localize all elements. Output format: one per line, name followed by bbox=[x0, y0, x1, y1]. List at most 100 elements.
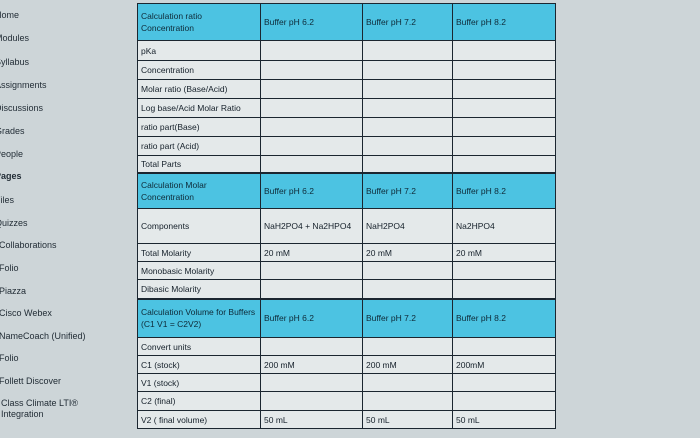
table-row: Log base/Acid Molar Ratio bbox=[137, 98, 556, 118]
nav-item-folio[interactable]: Folio bbox=[0, 263, 19, 273]
section-header-row: Calculation Volume for Buffers (C1 V1 = … bbox=[137, 297, 556, 338]
column-header: Buffer pH 7.2 bbox=[362, 297, 453, 338]
table-cell[interactable]: 50 mL bbox=[452, 410, 556, 429]
nav-item-class-climate-lti-integration[interactable]: Class Climate LTI® Integration bbox=[1, 398, 78, 419]
table-cell[interactable] bbox=[362, 136, 453, 156]
buffer-calculation-table: Calculation ratio Concentration Buffer pH… bbox=[137, 3, 556, 429]
table-cell[interactable] bbox=[362, 60, 453, 80]
table-cell[interactable] bbox=[452, 136, 556, 156]
table-row: V2 ( final volume) 50 mL 50 mL 50 mL bbox=[137, 410, 556, 429]
table-cell[interactable] bbox=[260, 136, 363, 156]
table-row: Monobasic Molarity bbox=[137, 261, 556, 280]
table-cell[interactable] bbox=[362, 98, 453, 118]
nav-item-piazza[interactable]: Piazza bbox=[0, 286, 27, 296]
table-cell[interactable] bbox=[362, 373, 453, 392]
table-row: pKa bbox=[137, 40, 556, 61]
nav-item-pages[interactable]: Pages bbox=[0, 171, 22, 181]
table-row: Molar ratio (Base/Acid) bbox=[137, 79, 556, 99]
table-cell[interactable] bbox=[452, 117, 556, 137]
table-cell[interactable]: 200 mM bbox=[260, 355, 363, 374]
column-header: Buffer pH 6.2 bbox=[260, 3, 363, 41]
table-cell[interactable] bbox=[362, 391, 453, 411]
table-cell[interactable] bbox=[260, 391, 363, 411]
section-title: Calculation ratio Concentration bbox=[137, 3, 261, 41]
nav-item-cisco-webex[interactable]: Cisco Webex bbox=[0, 308, 52, 318]
table-cell[interactable]: 50 mL bbox=[260, 410, 363, 429]
nav-item-people[interactable]: People bbox=[0, 149, 24, 159]
table-cell[interactable]: Na2HPO4 bbox=[452, 208, 556, 244]
row-label: V1 (stock) bbox=[137, 373, 261, 392]
table-cell[interactable] bbox=[260, 117, 363, 137]
table-row: Total Parts bbox=[137, 155, 556, 173]
nav-item-assignments[interactable]: Assignments bbox=[0, 80, 47, 90]
table-cell[interactable] bbox=[362, 337, 453, 356]
table-cell[interactable] bbox=[452, 373, 556, 392]
table-row: Total Molarity 20 mM 20 mM 20 mM bbox=[137, 243, 556, 262]
nav-item-follett-discover[interactable]: Follett Discover bbox=[0, 376, 62, 386]
table-cell[interactable] bbox=[452, 261, 556, 280]
table-cell[interactable] bbox=[452, 40, 556, 61]
table-cell[interactable] bbox=[260, 79, 363, 99]
nav-item-folio[interactable]: Folio bbox=[0, 353, 19, 363]
table-cell[interactable] bbox=[452, 391, 556, 411]
table-cell[interactable] bbox=[362, 117, 453, 137]
table-cell[interactable] bbox=[260, 98, 363, 118]
table-cell[interactable] bbox=[362, 279, 453, 299]
table-row: V1 (stock) bbox=[137, 373, 556, 392]
table-cell[interactable] bbox=[260, 261, 363, 280]
nav-item-namecoach-unified[interactable]: NameCoach (Unified) bbox=[0, 331, 86, 341]
nav-item-files[interactable]: Files bbox=[0, 195, 15, 205]
table-cell[interactable] bbox=[260, 155, 363, 173]
table-row: C1 (stock) 200 mM 200 mM 200mM bbox=[137, 355, 556, 374]
table-cell[interactable] bbox=[260, 40, 363, 61]
nav-item-quizzes[interactable]: Quizzes bbox=[0, 218, 28, 228]
nav-item-discussions[interactable]: Discussions bbox=[0, 103, 44, 113]
row-label: Total Parts bbox=[137, 155, 261, 173]
table-cell[interactable] bbox=[452, 60, 556, 80]
table-row: C2 (final) bbox=[137, 391, 556, 411]
table-cell[interactable] bbox=[260, 279, 363, 299]
row-label: Dibasic Molarity bbox=[137, 279, 261, 299]
table-cell[interactable] bbox=[260, 373, 363, 392]
course-navigation: Home Modules Syllabus Assignments Discussion… bbox=[0, 0, 135, 438]
column-header: Buffer pH 8.2 bbox=[452, 171, 556, 209]
table-cell[interactable]: 20 mM bbox=[452, 243, 556, 262]
table-cell[interactable]: 200mM bbox=[452, 355, 556, 374]
row-label: Concentration bbox=[137, 60, 261, 80]
table-cell[interactable] bbox=[452, 155, 556, 173]
row-label: Components bbox=[137, 208, 261, 244]
table-cell[interactable] bbox=[452, 279, 556, 299]
table-cell[interactable] bbox=[362, 40, 453, 61]
table-row: Concentration bbox=[137, 60, 556, 80]
table-cell[interactable] bbox=[362, 155, 453, 173]
row-label: C1 (stock) bbox=[137, 355, 261, 374]
column-header: Buffer pH 6.2 bbox=[260, 171, 363, 209]
nav-item-syllabus[interactable]: Syllabus bbox=[0, 57, 30, 67]
table-cell[interactable]: 200 mM bbox=[362, 355, 453, 374]
table-cell[interactable]: NaH2PO4 + Na2HPO4 bbox=[260, 208, 363, 244]
row-label: Molar ratio (Base/Acid) bbox=[137, 79, 261, 99]
table-cell[interactable]: 20 mM bbox=[362, 243, 453, 262]
table-cell[interactable] bbox=[362, 79, 453, 99]
row-label: Total Molarity bbox=[137, 243, 261, 262]
section-title: Calculation Volume for Buffers (C1 V1 = … bbox=[137, 297, 261, 338]
table-cell[interactable] bbox=[260, 60, 363, 80]
nav-item-grades[interactable]: Grades bbox=[0, 126, 25, 136]
nav-item-collaborations[interactable]: Collaborations bbox=[0, 240, 57, 250]
table-row: ratio part(Base) bbox=[137, 117, 556, 137]
table-cell[interactable]: 20 mM bbox=[260, 243, 363, 262]
table-row: Dibasic Molarity bbox=[137, 279, 556, 299]
table-cell[interactable]: NaH2PO4 bbox=[362, 208, 453, 244]
row-label: ratio part(Base) bbox=[137, 117, 261, 137]
table-cell[interactable]: 50 mL bbox=[362, 410, 453, 429]
table-cell[interactable] bbox=[260, 337, 363, 356]
row-label: C2 (final) bbox=[137, 391, 261, 411]
table-cell[interactable] bbox=[362, 261, 453, 280]
column-header: Buffer pH 7.2 bbox=[362, 171, 453, 209]
table-cell[interactable] bbox=[452, 79, 556, 99]
nav-item-home[interactable]: Home bbox=[0, 10, 20, 20]
row-label: V2 ( final volume) bbox=[137, 410, 261, 429]
table-cell[interactable] bbox=[452, 98, 556, 118]
nav-item-modules[interactable]: Modules bbox=[0, 33, 30, 43]
table-cell[interactable] bbox=[452, 337, 556, 356]
